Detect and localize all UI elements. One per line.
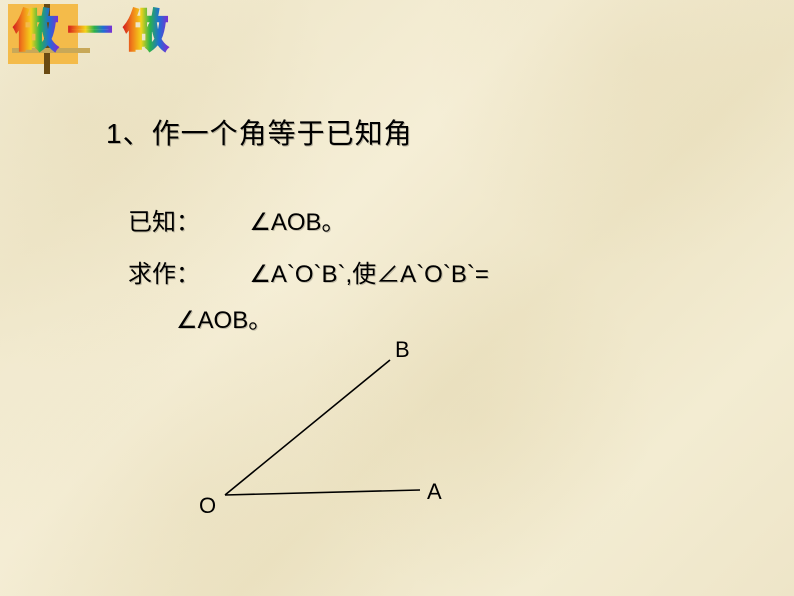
given-line: 已知： ∠AOB。	[128, 202, 346, 237]
problem-title: 1、作一个角等于已知角	[106, 112, 413, 152]
ray-OB	[225, 360, 390, 495]
header-char-2: 一	[68, 7, 112, 56]
header-char-3: 做	[123, 7, 168, 56]
header-char-1: 做	[13, 7, 58, 56]
header-svg: 做 一 做	[8, 4, 228, 74]
header-wordart: 做 一 做	[8, 4, 228, 64]
construct-line: 求作： ∠A`O`B`,使∠A`O`B`= ∠AOB。	[128, 252, 648, 343]
construct-label: 求作：	[128, 261, 200, 288]
angle-svg	[205, 335, 465, 535]
given-value: ∠AOB。	[249, 209, 345, 236]
label-B: B	[395, 337, 410, 363]
ray-OA	[225, 490, 420, 495]
label-A: A	[427, 479, 442, 505]
construct-value-1: ∠A`O`B`,使∠A`O`B`=	[249, 261, 489, 288]
label-O: O	[199, 493, 216, 519]
given-label: 已知：	[128, 209, 200, 236]
angle-diagram: O A B	[205, 335, 465, 535]
